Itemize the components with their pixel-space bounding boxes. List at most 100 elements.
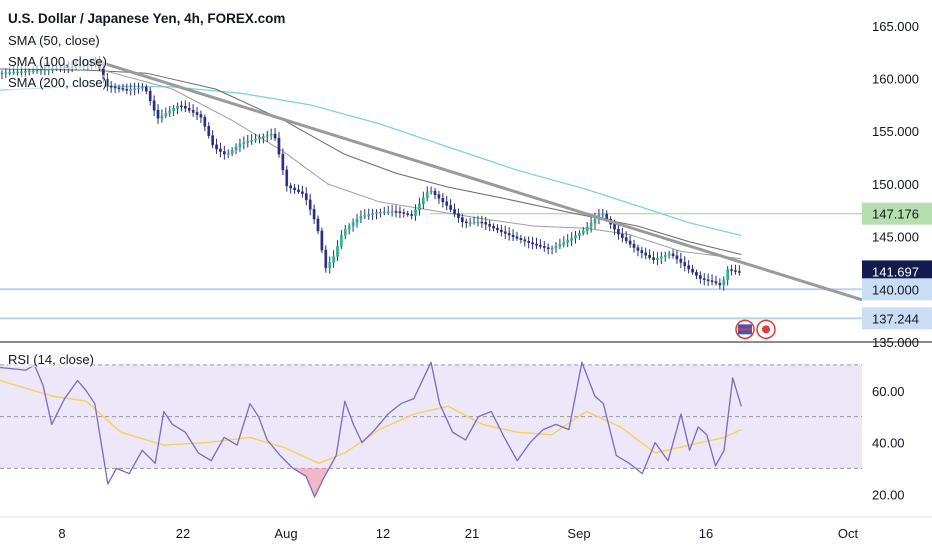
candle-body <box>152 100 156 111</box>
candle-body <box>667 253 671 256</box>
candle-body <box>199 114 203 118</box>
candle-body <box>293 187 296 191</box>
candle-body <box>644 252 648 256</box>
candle-body <box>336 246 339 257</box>
time-tick-label-1: 22 <box>176 526 190 541</box>
candle-body <box>277 137 281 155</box>
candle-body <box>593 218 597 224</box>
rsi-legend[interactable]: RSI (14, close) <box>8 352 94 367</box>
candle-body <box>488 224 491 227</box>
candle-body <box>566 240 570 243</box>
candle-body <box>449 205 452 210</box>
trendline <box>94 59 863 302</box>
candle-body <box>601 213 605 216</box>
candle-body <box>726 269 729 280</box>
candle-body <box>386 211 390 213</box>
candle-body <box>156 109 160 119</box>
candle-body <box>562 242 566 245</box>
candle-body <box>429 190 433 193</box>
candle-body <box>636 247 640 251</box>
candle-body <box>527 240 531 243</box>
jp-flag-icon-sun <box>762 325 770 334</box>
candle-body <box>570 237 573 241</box>
rsi-tick-label-2: 20.00 <box>872 487 905 502</box>
candle-body <box>519 238 523 240</box>
sma200-legend[interactable]: SMA (200, close) <box>8 75 107 90</box>
candle-body <box>355 218 359 223</box>
candle-body <box>507 233 511 236</box>
sma100-legend[interactable]: SMA (100, close) <box>8 54 107 69</box>
candle-body <box>617 228 620 235</box>
sma50-legend[interactable]: SMA (50, close) <box>8 33 100 48</box>
candle-body <box>468 222 472 224</box>
candle-body <box>31 70 35 72</box>
candle-body <box>234 146 238 151</box>
time-tick-label-6: 16 <box>699 526 713 541</box>
candle-body <box>542 246 546 248</box>
candle-body <box>242 142 246 144</box>
candle-body <box>265 135 269 137</box>
candle-body <box>398 211 402 213</box>
candle-body <box>632 244 636 248</box>
candle-body <box>168 110 172 114</box>
candle-body <box>722 279 726 286</box>
sma200-line <box>0 85 742 237</box>
candle-body <box>20 71 23 73</box>
candle-body <box>343 228 347 236</box>
candle-body <box>262 136 265 138</box>
candle-body <box>246 141 250 143</box>
candle-body <box>375 212 378 214</box>
candle-body <box>425 191 429 199</box>
candle-body <box>710 280 714 282</box>
candle-body <box>351 222 355 227</box>
candle-body <box>382 211 386 214</box>
candle-body <box>574 235 577 239</box>
candle-body <box>43 69 47 71</box>
candle-body <box>445 201 449 206</box>
candle-body <box>523 239 527 242</box>
price-tick-label-3: 150.000 <box>872 177 919 192</box>
candle-body <box>679 258 683 263</box>
candle-body <box>691 268 694 273</box>
candle-body <box>581 230 585 234</box>
event-flags <box>735 319 776 340</box>
candle-body <box>16 71 19 74</box>
rsi-ma-line <box>0 379 742 464</box>
candle-body <box>203 116 207 127</box>
candle-body <box>706 279 710 281</box>
candle-body <box>304 193 308 201</box>
candle-body <box>347 225 351 230</box>
candle-body <box>738 271 741 273</box>
candle-body <box>464 221 468 223</box>
candle-body <box>605 213 609 220</box>
price-tag-bg-3 <box>862 307 932 330</box>
price-tag-bg-1 <box>862 260 932 283</box>
rsi-oversold-fill <box>293 468 337 496</box>
price-tag-2: 140.000 <box>872 282 919 297</box>
candle-body <box>422 197 425 205</box>
candle-body <box>4 72 8 74</box>
candle-body <box>492 225 495 229</box>
price-tag-bg-0 <box>862 202 932 225</box>
price-tag-0: 147.176 <box>872 207 919 222</box>
candle-body <box>324 249 328 269</box>
candle-body <box>484 222 488 225</box>
candle-body <box>133 88 136 91</box>
sma100-line <box>0 68 742 255</box>
candle-body <box>418 203 421 211</box>
candle-body <box>656 257 659 260</box>
candle-body <box>281 153 285 171</box>
candle-body <box>620 233 624 238</box>
candle-body <box>476 221 480 224</box>
candle-body <box>113 86 117 89</box>
candle-body <box>180 105 183 108</box>
candle-body <box>714 281 718 284</box>
candle-body <box>531 242 534 245</box>
price-tick-label-1: 160.000 <box>872 72 919 87</box>
candle-body <box>219 148 222 152</box>
chart-title: U.S. Dollar / Japanese Yen, 4h, FOREX.co… <box>8 11 286 26</box>
us-flag-icon-stripe <box>738 328 752 331</box>
candle-body <box>613 223 616 230</box>
candle-body <box>589 222 593 228</box>
